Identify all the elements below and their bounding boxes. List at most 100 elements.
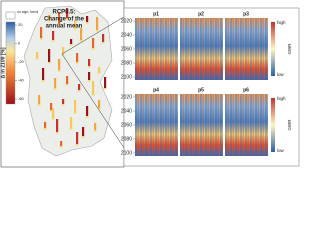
no-trend-label: no sign. trend bbox=[17, 10, 38, 14]
zoom-line bbox=[61, 11, 133, 55]
low-label: low bbox=[277, 72, 285, 77]
panel-label: p1 bbox=[153, 11, 159, 17]
panel-label: p3 bbox=[243, 11, 249, 17]
station-base bbox=[79, 40, 83, 42]
station-base bbox=[47, 20, 51, 22]
station-markers bbox=[35, 8, 107, 148]
station-base bbox=[65, 18, 69, 20]
colorbar-ticks: 20 0 -20 -40 -60 bbox=[15, 22, 25, 101]
station-bar bbox=[48, 49, 51, 62]
colorbar-tick-label: -40 bbox=[18, 78, 25, 83]
station-bar bbox=[88, 59, 91, 66]
station-base bbox=[65, 84, 69, 86]
station-base bbox=[103, 88, 107, 90]
station-base bbox=[69, 44, 73, 46]
no-trend-box bbox=[5, 11, 16, 20]
station-bar bbox=[48, 15, 51, 20]
station-bar bbox=[44, 122, 47, 128]
station-base bbox=[51, 118, 55, 120]
station-bar bbox=[54, 78, 57, 88]
station-bar bbox=[40, 27, 43, 38]
station-base bbox=[43, 128, 47, 130]
station-bar bbox=[98, 67, 101, 72]
colorbar-label: Δ in 2100 [%] bbox=[0, 47, 6, 78]
y-tick-label: 2020 bbox=[121, 94, 132, 100]
station-base bbox=[75, 62, 79, 64]
station-bar bbox=[76, 132, 79, 144]
station-bar bbox=[78, 84, 81, 90]
station-base bbox=[95, 30, 99, 32]
station-base bbox=[51, 40, 55, 42]
station-bar bbox=[92, 81, 95, 94]
station-bar bbox=[56, 119, 59, 132]
station-base bbox=[75, 144, 79, 146]
scale-bar bbox=[271, 22, 275, 76]
station-base bbox=[81, 136, 85, 138]
station-base bbox=[39, 38, 43, 40]
station-bar bbox=[92, 38, 95, 48]
station-bar bbox=[80, 28, 83, 40]
station-bar bbox=[76, 53, 79, 62]
colorbar-tick-label: 0 bbox=[18, 41, 21, 46]
station-bar bbox=[104, 77, 107, 88]
station-base bbox=[41, 80, 45, 82]
station-base bbox=[101, 42, 105, 44]
station-base bbox=[73, 28, 77, 30]
y-tick-label: 2080 bbox=[121, 136, 132, 142]
heatmap-texture bbox=[180, 94, 223, 156]
heatmap-texture bbox=[135, 94, 178, 156]
station-bar bbox=[74, 20, 77, 28]
station-base bbox=[97, 108, 101, 110]
station-bar bbox=[66, 8, 69, 18]
station-base bbox=[59, 146, 63, 148]
station-base bbox=[91, 48, 95, 50]
station-base bbox=[77, 90, 81, 92]
panel-label: p4 bbox=[153, 87, 159, 93]
panel-label: p6 bbox=[243, 87, 249, 93]
y-tick-label: 2100 bbox=[121, 150, 132, 156]
station-base bbox=[49, 110, 53, 112]
y-tick-label: 2060 bbox=[121, 122, 132, 128]
title-line: RCP8.5: bbox=[52, 10, 75, 16]
station-base bbox=[91, 94, 95, 96]
high-label: high bbox=[277, 20, 286, 25]
figure: no sign. trend Δ in 2100 [%] RCP8.5:Chan… bbox=[0, 0, 300, 168]
colorbar-tick-label: 20 bbox=[18, 22, 23, 27]
station-bar bbox=[62, 47, 65, 54]
scale-axis-label: GWR bbox=[287, 43, 292, 55]
station-bar bbox=[52, 108, 55, 118]
station-bar bbox=[58, 59, 61, 70]
station-base bbox=[55, 132, 59, 134]
station-base bbox=[61, 104, 65, 106]
panel-label: p5 bbox=[198, 87, 204, 93]
y-tick-label: 2060 bbox=[121, 46, 132, 52]
station-bar bbox=[42, 68, 45, 80]
station-base bbox=[87, 66, 91, 68]
station-base bbox=[73, 112, 77, 114]
station-base bbox=[57, 70, 61, 72]
station-base bbox=[85, 22, 89, 24]
y-tick-label: 2040 bbox=[121, 32, 132, 38]
high-label: high bbox=[277, 96, 286, 101]
station-base bbox=[35, 58, 39, 60]
station-base bbox=[97, 72, 101, 74]
station-base bbox=[85, 116, 89, 118]
station-bar bbox=[62, 99, 65, 104]
title-line: annual mean bbox=[46, 24, 83, 30]
station-bar bbox=[52, 31, 55, 40]
station-bar bbox=[82, 127, 85, 136]
station-base bbox=[69, 128, 73, 130]
heatmap-texture bbox=[180, 18, 223, 80]
station-bar bbox=[70, 117, 73, 128]
station-base bbox=[57, 24, 61, 26]
station-bar bbox=[86, 106, 89, 116]
station-bar bbox=[58, 12, 61, 24]
colorbar bbox=[5, 21, 16, 105]
heatmap-texture bbox=[225, 94, 268, 156]
station-base bbox=[37, 104, 41, 106]
station-bar bbox=[66, 76, 69, 84]
station-base bbox=[47, 62, 51, 64]
station-base bbox=[93, 130, 97, 132]
station-base bbox=[61, 54, 65, 56]
